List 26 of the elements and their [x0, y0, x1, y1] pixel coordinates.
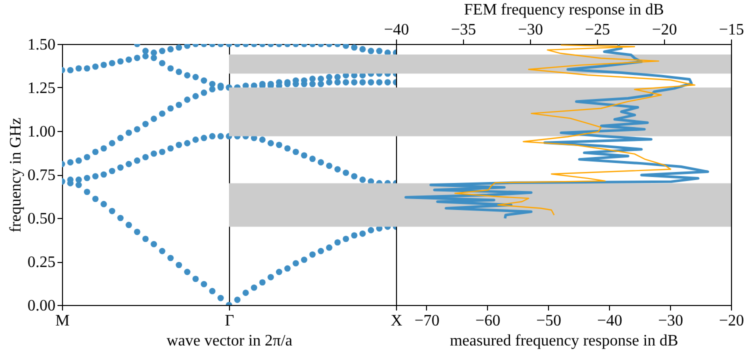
x-tick-label: −20 [718, 312, 744, 330]
x-axis-title: measured frequency response in dB [450, 332, 678, 350]
x-tick-label: M [55, 312, 70, 330]
x2-tick-label: −20 [652, 22, 678, 38]
x-tick-label: −30 [658, 312, 684, 330]
x2-tick-label: −35 [450, 22, 476, 38]
y-axis-title: frequency in GHz [8, 118, 24, 232]
y-tick-label: 1.50 [28, 36, 56, 54]
x-axis-title: wave vector in 2π/a [166, 332, 292, 350]
x-tick-label: −50 [536, 312, 562, 330]
y-tick-label: 0.25 [28, 254, 56, 271]
x2-tick-label: −25 [584, 22, 610, 38]
x2-tick-label: −40 [384, 22, 410, 38]
x2-axis-title: FEM frequency response in dB [464, 2, 664, 18]
x-tick-label: Γ [224, 312, 234, 330]
y-tick-label: 0.50 [28, 210, 56, 228]
x-tick-label: −70 [414, 312, 440, 330]
y-tick-label: 1.00 [28, 124, 56, 140]
x-tick-label: X [390, 312, 403, 330]
x2-tick-label: −30 [518, 22, 544, 38]
x-tick-label: −60 [475, 312, 500, 330]
x2-tick-label: −15 [718, 22, 744, 38]
x-tick-label: −40 [597, 312, 622, 330]
y-tick-label: 1.25 [28, 80, 56, 97]
y-tick-label: 0.00 [28, 298, 56, 314]
y-tick-label: 0.75 [28, 167, 56, 184]
